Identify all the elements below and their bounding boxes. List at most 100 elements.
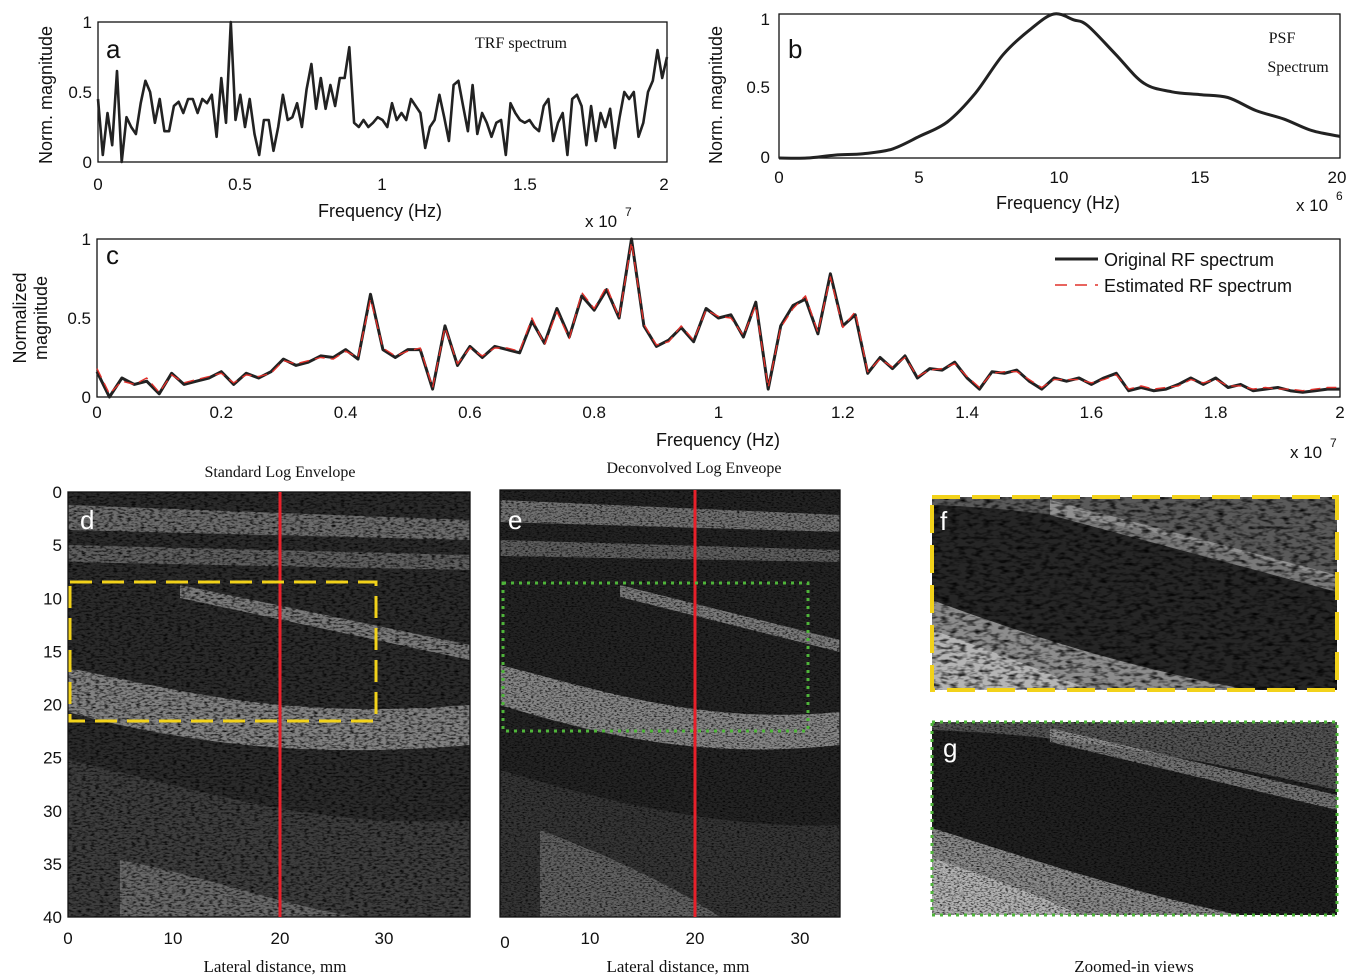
panel-b: 1 0.5 0 0 5 10 15 20 Frequency (Hz) Norm… [706,10,1346,215]
y-tick: 0.5 [68,83,92,102]
panel-f-frame [930,495,1339,692]
x-tick: 15 [1191,168,1210,187]
panel-b-xlabel: Frequency (Hz) [996,193,1120,213]
panel-d-letter: d [80,505,94,535]
y-tick: 5 [53,536,62,555]
panel-a-frame [97,21,668,163]
y-tick: 0.5 [67,309,91,328]
panel-g-caption: Zoomed-in views [1074,957,1193,976]
panel-e: Deconvolved Log Enveope e 0 10 20 30 Lat… [499,460,841,976]
panel-a-xlabel: Frequency (Hz) [318,201,442,221]
panel-b-x-ticks: 0 5 10 15 20 [774,168,1346,187]
panel-e-letter: e [508,505,522,535]
y-tick: 15 [43,642,62,661]
panel-c-ylabel-1: Normalized [10,272,30,363]
estimated-rf-spectrum-line [96,241,1340,395]
panel-c-frame [96,238,1341,398]
y-tick: 1 [82,230,91,249]
x-tick: 20 [271,929,290,948]
y-tick: 0.5 [746,78,770,97]
legend-label-estimated: Estimated RF spectrum [1104,276,1292,296]
panel-a-inset-label: TRF spectrum [475,35,568,52]
x-tick: 2 [659,175,668,194]
x-tick: 1.4 [955,403,979,422]
panel-d-frame [67,491,471,918]
x-tick: 20 [1328,168,1347,187]
panel-c-y-ticks: 1 0.5 0 [67,230,91,407]
panel-d-xlabel: Lateral distance, mm [203,957,346,976]
panel-a-letter: a [106,34,121,64]
x-tick: 0.5 [228,175,252,194]
y-tick: 10 [43,589,62,608]
panel-d-y-ticks: 0 5 10 15 20 25 30 35 40 [43,483,62,927]
x-tick: 0 [63,929,72,948]
panel-c-exponent-power: 7 [1330,436,1337,450]
panel-b-ylabel: Norm. magnitude [706,26,726,164]
y-tick: 35 [43,855,62,874]
legend-label-original: Original RF spectrum [1104,250,1274,270]
x-tick: 1 [714,403,723,422]
y-tick: 1 [83,13,92,32]
panel-g-image [932,722,1337,915]
x-tick: 5 [914,168,923,187]
x-tick: 0.8 [582,403,606,422]
panel-a-exponent-base: x 10 [585,212,617,231]
x-tick: 10 [581,929,600,948]
panel-a-y-ticks: 1 0.5 0 [68,13,92,172]
panel-e-zoom-box [501,581,810,733]
x-tick: 10 [164,929,183,948]
panel-f: f [930,495,1339,692]
panel-e-xlabel: Lateral distance, mm [606,957,749,976]
x-tick: 0.2 [209,403,233,422]
trf-spectrum-line [96,20,669,164]
x-tick: 0.4 [334,403,358,422]
y-tick: 1 [761,10,770,29]
x-tick: 0 [500,933,509,952]
panel-b-y-ticks: 1 0.5 0 [746,10,770,167]
panel-g-frame [930,720,1339,917]
panel-e-x-ticks: 0 10 20 30 [500,929,809,952]
panel-c-legend: Original RF spectrum Estimated RF spectr… [1055,250,1292,296]
x-tick: 0 [774,168,783,187]
panel-e-title: Deconvolved Log Enveope [606,460,781,477]
panel-e-frame [499,489,841,918]
psf-spectrum-line [778,12,1341,160]
x-tick: 30 [375,929,394,948]
panel-f-image [932,497,1337,690]
x-tick: 0 [93,175,102,194]
y-tick: 0 [761,148,770,167]
y-tick: 0 [83,153,92,172]
panel-b-inset-label-2: Spectrum [1267,59,1329,76]
panel-b-frame [778,13,1341,159]
original-rf-spectrum-line [95,237,1340,399]
panel-e-image [500,490,840,917]
x-tick: 1 [377,175,386,194]
panel-b-letter: b [788,34,802,64]
panel-g: g Zoomed-in views [930,720,1339,976]
y-tick: 25 [43,749,62,768]
panel-c-ylabel-2: magnitude [31,276,51,360]
y-tick: 0 [53,483,62,502]
panel-a-exponent-power: 7 [625,205,632,219]
x-tick: 1.6 [1080,403,1104,422]
y-tick: 20 [43,696,62,715]
panel-b-plot [778,12,1341,160]
x-tick: 1.2 [831,403,855,422]
panel-c-exponent-base: x 10 [1290,443,1322,462]
x-tick: 1.5 [513,175,537,194]
x-tick: 0 [92,403,101,422]
panel-a-ylabel: Norm. magnitude [36,26,56,164]
x-tick: 2 [1335,403,1344,422]
x-tick: 10 [1050,168,1069,187]
panel-f-letter: f [940,506,948,536]
panel-c-plot [95,237,1340,399]
panel-a-x-ticks: 0 0.5 1 1.5 2 [93,175,668,194]
y-tick: 0 [82,388,91,407]
x-tick: 20 [686,929,705,948]
panel-c: x 10 7 1 0.5 0 0 0.2 0.4 0.6 0.8 1 1.2 1.4 1.6 1.… [10,205,1345,462]
panel-c-letter: c [106,240,119,270]
panel-d-zoom-box [68,580,378,723]
panel-g-letter: g [943,733,957,763]
x-tick: 30 [791,929,810,948]
